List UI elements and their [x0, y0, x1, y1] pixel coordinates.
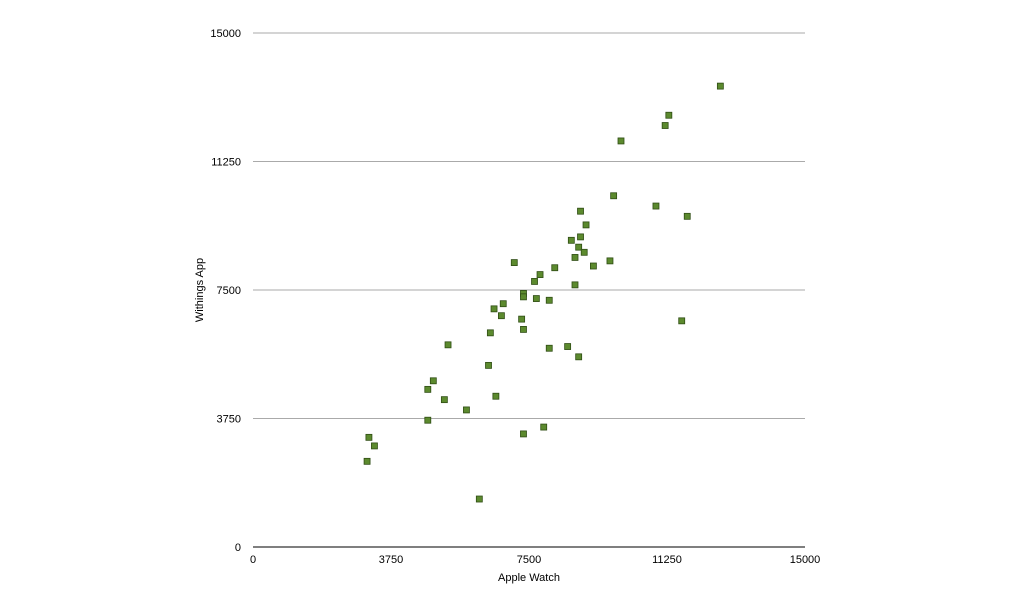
- scatter-point: [590, 262, 597, 270]
- x-tick-label: 15000: [790, 554, 821, 566]
- scatter-point: [545, 344, 553, 352]
- scatter-point: [661, 122, 669, 129]
- scatter-point: [665, 111, 673, 119]
- scatter-point: [499, 300, 507, 308]
- scatter-point: [610, 192, 618, 200]
- scatter-point: [617, 137, 625, 145]
- scatter-point: [652, 202, 660, 210]
- scatter-point: [564, 343, 572, 350]
- scatter-point: [371, 442, 378, 450]
- scatter-point: [424, 416, 432, 424]
- scatter-point: [429, 377, 437, 385]
- scatter-point: [475, 495, 483, 503]
- data-points: [363, 82, 724, 503]
- scatter-point: [510, 259, 518, 266]
- scatter-point: [492, 392, 500, 400]
- scatter-point: [678, 317, 686, 325]
- scatter-point: [490, 305, 498, 313]
- x-tick-label: 0: [250, 554, 256, 566]
- y-tick-label: 11250: [211, 157, 241, 169]
- scatter-point: [520, 326, 527, 333]
- scatter-point: [444, 341, 452, 349]
- scatter-point: [518, 315, 526, 323]
- y-tick-label: 3750: [217, 414, 241, 426]
- scatter-point: [365, 433, 373, 441]
- scatter-point: [606, 257, 614, 265]
- scatter-point: [580, 248, 588, 256]
- scatter-point: [683, 212, 691, 220]
- scatter-point: [497, 312, 505, 320]
- scatter-point: [520, 293, 527, 301]
- scatter-point: [551, 264, 559, 272]
- scatter-point: [531, 278, 538, 285]
- scatter-point: [486, 329, 494, 337]
- gridlines: [253, 32, 805, 419]
- scatter-point: [520, 430, 527, 438]
- y-axis-title: Withings App: [194, 258, 206, 322]
- scatter-point: [582, 221, 590, 229]
- scatter-point: [575, 243, 583, 251]
- x-tick-label: 7500: [517, 554, 541, 566]
- scatter-point: [575, 353, 583, 361]
- x-axis-ticks: 0 3750 7500 11250 15000: [250, 554, 820, 566]
- scatter-point: [571, 281, 579, 289]
- x-tick-label: 3750: [379, 554, 403, 566]
- scatter-point: [577, 207, 584, 215]
- scatter-point: [536, 271, 544, 278]
- y-tick-label: 15000: [210, 28, 241, 40]
- y-tick-label: 0: [235, 542, 241, 554]
- scatter-point: [567, 236, 575, 244]
- scatter-point: [571, 254, 579, 261]
- scatter-point: [463, 406, 470, 414]
- scatter-point: [363, 457, 371, 465]
- scatter-point: [545, 296, 553, 304]
- y-tick-label: 7500: [217, 285, 241, 297]
- scatter-point: [485, 361, 492, 369]
- scatter-point: [716, 82, 724, 90]
- scatter-point: [532, 295, 540, 302]
- scatter-point: [540, 423, 548, 431]
- scatter-point: [440, 396, 448, 404]
- scatter-point: [424, 385, 432, 393]
- x-tick-label: 11250: [652, 554, 682, 566]
- y-axis-ticks: 0 3750 7500 11250 15000: [210, 28, 241, 554]
- scatter-point: [577, 233, 584, 241]
- x-axis-title: Apple Watch: [498, 572, 560, 584]
